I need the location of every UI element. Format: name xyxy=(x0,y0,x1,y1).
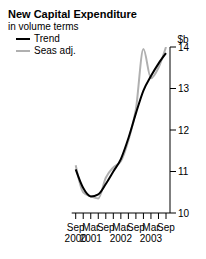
svg-text:11: 11 xyxy=(178,166,189,177)
svg-text:13: 13 xyxy=(178,83,190,94)
html-text:Sep: Sep xyxy=(66,222,85,233)
html-text:2003: 2003 xyxy=(139,233,163,244)
html-text:2002: 2002 xyxy=(109,233,132,244)
svg-text:10: 10 xyxy=(178,208,190,219)
svg-text:Sep: Sep xyxy=(96,222,115,233)
html-text:New Capital Expenditure: New Capital Expenditure xyxy=(8,8,137,20)
html-text:2001: 2001 xyxy=(79,233,102,244)
html-text:Mar: Mar xyxy=(112,222,130,233)
svg-text:12: 12 xyxy=(178,125,190,136)
html-text:Seas adj.: Seas adj. xyxy=(34,45,76,56)
svg-text:$b: $b xyxy=(177,34,189,45)
html-text:in volume terms: in volume terms xyxy=(8,21,79,32)
html-text:Trend: Trend xyxy=(34,33,60,44)
html-text:Mar: Mar xyxy=(142,222,160,233)
html-text:Mar: Mar xyxy=(82,222,100,233)
svg-text:Sep: Sep xyxy=(127,222,145,233)
html-text:2000: 2000 xyxy=(64,233,87,244)
svg-text:14: 14 xyxy=(178,41,190,53)
svg-text:Sep: Sep xyxy=(157,222,175,233)
